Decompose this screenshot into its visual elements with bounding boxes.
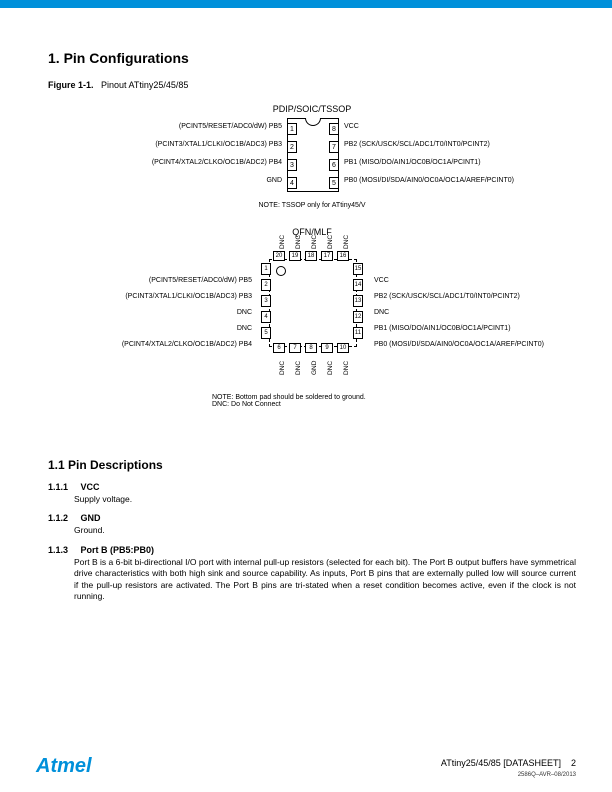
footer: Atmel ATtiny25/45/85 [DATASHEET] 2 2586Q… — [36, 755, 576, 778]
sub-gnd: 1.1.2 GND — [48, 513, 576, 523]
sub-portb: 1.1.3 Port B (PB5:PB0) — [48, 545, 576, 555]
pdip-diagram: PDIP/SOIC/TSSOP 1 2 3 4 8 7 6 5 (PCINT5/… — [102, 104, 522, 209]
qfn-note: NOTE: Bottom pad should be soldered to g… — [212, 394, 522, 408]
pdip-title: PDIP/SOIC/TSSOP — [102, 104, 522, 114]
qfn-diagram: QFN/MLF 1 2 3 4 5 15 14 13 12 11 20 19 1… — [102, 227, 522, 408]
section-title: 1. Pin Configurations — [48, 50, 576, 66]
pin-desc-title: 1.1 Pin Descriptions — [48, 458, 576, 472]
atmel-logo: Atmel — [36, 755, 92, 778]
sub-vcc: 1.1.1 VCC — [48, 482, 576, 492]
pdip-note: NOTE: TSSOP only for ATtiny45/V — [102, 202, 522, 209]
figure-label: Figure 1-1. Pinout ATtiny25/45/85 — [48, 80, 576, 90]
